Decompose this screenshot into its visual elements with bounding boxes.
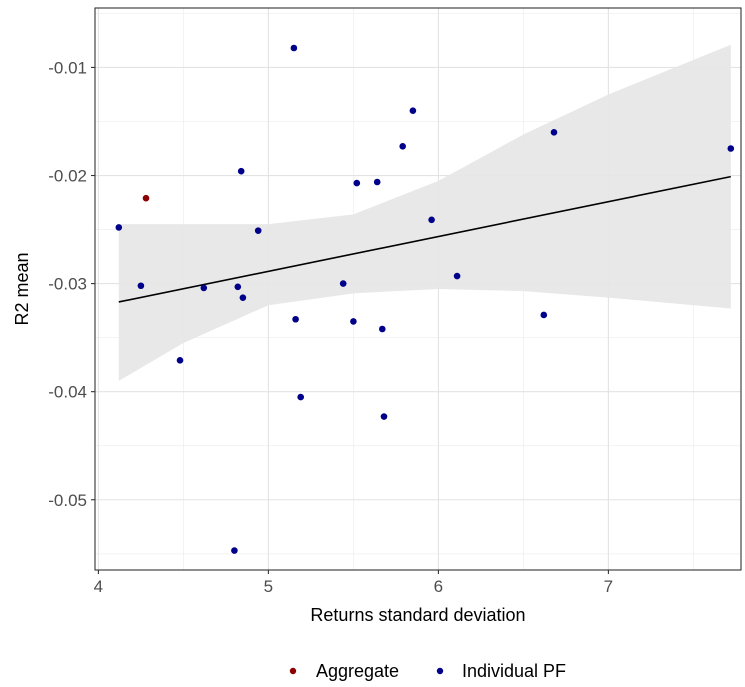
point-individual-pf — [234, 283, 242, 291]
point-individual-pf — [254, 227, 262, 234]
legend-marker-individual-pf — [436, 667, 444, 675]
point-individual-pf — [453, 272, 461, 280]
y-tick-label: -0.01 — [48, 58, 87, 77]
point-individual-pf — [399, 143, 407, 150]
plot-panel-border — [94, 7, 742, 571]
trend-line — [118, 175, 731, 303]
point-individual-pf — [428, 216, 435, 224]
point-individual-pf — [727, 145, 735, 152]
y-tick-label: -0.02 — [48, 167, 87, 186]
legend-marker-aggregate — [289, 667, 297, 675]
point-individual-pf — [409, 107, 417, 114]
x-tick-label: 4 — [94, 577, 103, 596]
x-tick-label: 7 — [604, 577, 613, 596]
y-tick-label: -0.03 — [48, 275, 87, 294]
point-individual-pf — [540, 311, 548, 319]
y-axis-title: R2 mean — [12, 252, 32, 325]
y-tick-label: -0.04 — [48, 383, 87, 402]
point-individual-pf — [237, 167, 245, 175]
point-individual-pf — [373, 178, 381, 186]
legend: Aggregate Individual PF — [289, 661, 566, 681]
y-axis-ticks: -0.05 -0.04 -0.03 -0.02 -0.01 — [48, 58, 95, 510]
point-individual-pf — [200, 284, 208, 292]
point-individual-pf — [239, 294, 247, 301]
legend-label-aggregate: Aggregate — [316, 661, 399, 681]
trend-line-layer — [118, 175, 731, 303]
point-individual-pf — [137, 282, 145, 290]
point-individual-pf — [550, 128, 558, 136]
confidence-band — [118, 44, 731, 381]
x-axis-ticks: 4 5 6 7 — [94, 570, 613, 596]
point-individual-pf — [292, 315, 299, 323]
point-individual-pf — [176, 357, 184, 364]
point-individual-pf — [297, 393, 305, 401]
confidence-band-layer — [118, 44, 731, 381]
data-points-layer — [115, 44, 735, 554]
x-tick-label: 6 — [434, 577, 443, 596]
x-tick-label: 5 — [264, 577, 273, 596]
point-individual-pf — [115, 224, 123, 231]
x-axis-title: Returns standard deviation — [310, 605, 525, 625]
point-individual-pf — [380, 413, 388, 420]
point-individual-pf — [353, 179, 361, 187]
legend-label-individual-pf: Individual PF — [462, 661, 566, 681]
point-individual-pf — [231, 547, 238, 554]
y-tick-label: -0.05 — [48, 491, 87, 510]
point-aggregate — [142, 194, 150, 202]
point-individual-pf — [339, 280, 347, 287]
point-individual-pf — [350, 318, 357, 325]
point-individual-pf — [379, 325, 386, 333]
point-individual-pf — [290, 44, 298, 52]
